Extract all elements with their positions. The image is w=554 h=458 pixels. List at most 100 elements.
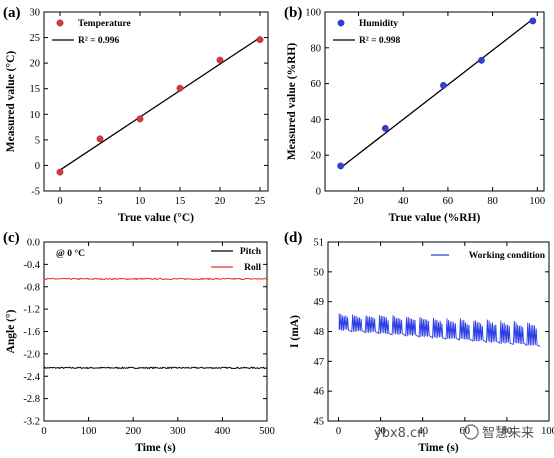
x-axis-label: Time (s) (418, 442, 459, 454)
data-point (381, 124, 389, 132)
watermark-logo-icon (463, 424, 479, 440)
x-tick-label: 200 (125, 426, 141, 437)
x-tick-label: 80 (487, 196, 498, 207)
x-tick-label: 40 (398, 196, 409, 207)
panel-letter: (d) (284, 230, 302, 246)
y-tick-label: -0.4 (23, 260, 40, 271)
y-tick-label: 40 (311, 115, 322, 126)
y-tick-label: 46 (314, 387, 325, 398)
y-tick-label: 5 (35, 135, 40, 146)
watermark-brand: 智慧未来 (482, 425, 534, 441)
legend-marker (56, 19, 64, 27)
y-tick-label: -0.8 (23, 282, 40, 293)
x-tick-label: 100 (81, 426, 97, 437)
y-tick-label: -5 (31, 187, 40, 198)
x-tick-label: 0 (57, 196, 62, 207)
y-axis-label: I (mA) (289, 315, 301, 348)
panel-a-temperature-chart: (a) 0 5 10 15 20 25 -5 0 5 10 15 20 25 30 True value (°… (3, 5, 269, 224)
temperature-annotation: @ 0 °C (56, 248, 85, 259)
x-tick-label: 100 (541, 426, 554, 437)
y-tick-label: 50 (314, 267, 325, 278)
panel-letter: (b) (284, 5, 302, 21)
x-tick-label: 100 (529, 196, 545, 207)
series-line-working-condition (338, 313, 541, 347)
x-tick-label: 400 (215, 426, 231, 437)
y-tick-label: -1.2 (23, 305, 40, 316)
y-tick-label: 10 (30, 110, 41, 121)
plot-frame (43, 11, 269, 192)
watermark-site: ybx8.cn (374, 426, 425, 441)
series-line-roll (43, 277, 268, 281)
legend-label: Humidity (359, 19, 398, 29)
x-axis-label: True value (%RH) (389, 212, 481, 224)
y-tick-label: -2.4 (23, 372, 40, 383)
fit-line (59, 37, 261, 171)
series-line-pitch (43, 366, 268, 370)
y-tick-label: 51 (314, 238, 325, 249)
x-tick-label: 5 (97, 196, 102, 207)
x-tick-label: 60 (443, 196, 454, 207)
data-point (96, 135, 104, 143)
x-tick-label: 500 (259, 426, 275, 437)
panel-letter: (a) (3, 5, 21, 21)
data-point (136, 115, 144, 123)
x-tick-label: 20 (353, 196, 364, 207)
y-tick-label: 25 (30, 33, 41, 44)
y-tick-label: 15 (30, 84, 41, 95)
data-point (529, 17, 537, 25)
plot-frame (43, 241, 268, 422)
y-tick-label: 80 (311, 43, 322, 54)
x-tick-label: 300 (170, 426, 186, 437)
x-tick-label: 20 (375, 426, 386, 437)
x-tick-label: 10 (135, 196, 146, 207)
y-tick-label: 0 (316, 187, 321, 198)
legend-marker (337, 19, 345, 27)
y-axis-label: Angle (°) (5, 309, 17, 353)
data-point (56, 168, 64, 176)
data-point (478, 56, 485, 64)
x-axis-label: True value (°C) (118, 212, 194, 224)
y-tick-label: -2.0 (23, 349, 40, 360)
y-tick-label: 45 (314, 417, 325, 428)
x-axis-label: Time (s) (135, 442, 176, 454)
legend-label: Pitch (240, 247, 262, 257)
y-tick-label: -3.2 (23, 417, 40, 428)
y-tick-label: 100 (305, 8, 321, 19)
fit-line (340, 18, 534, 169)
legend-label: Temperature (78, 19, 131, 29)
y-tick-label: 48 (314, 327, 325, 338)
x-tick-label: 80 (502, 426, 513, 437)
y-tick-label: 0.0 (27, 238, 40, 249)
legend-label: R² = 0.998 (359, 36, 400, 46)
y-tick-label: 30 (30, 8, 41, 19)
data-point (440, 81, 447, 89)
y-tick-label: -2.8 (23, 394, 40, 405)
panel-d-current-chart: (d) 0 20 40 60 80 100 45 46 47 48 49 50 51 Time (s) I (… (284, 230, 554, 454)
data-point (176, 84, 184, 92)
watermark: ybx8.cn 智慧未来 (374, 424, 534, 441)
panel-c-angle-chart: (c) 0 100 200 300 400 500 -3.2 -2.8 -2.4 -2.0 -1.6 -… (3, 230, 275, 454)
y-axis-label: Measured value (°C) (5, 51, 17, 153)
x-tick-label: 0 (336, 426, 341, 437)
legend-label: Working condition (469, 251, 546, 261)
x-tick-label: 60 (460, 426, 471, 437)
panel-b-humidity-chart: (b) 20 40 60 80 100 0 20 40 60 80 100 True value (%R… (284, 5, 545, 224)
y-tick-label: -1.6 (23, 327, 40, 338)
panel-letter: (c) (3, 230, 20, 246)
legend-label: Roll (244, 263, 261, 273)
y-tick-label: 20 (30, 59, 41, 70)
data-point (216, 56, 224, 64)
x-tick-label: 40 (417, 426, 428, 437)
x-tick-label: 20 (215, 196, 226, 207)
x-tick-label: 25 (255, 196, 266, 207)
legend-label: R² = 0.996 (78, 36, 119, 46)
y-tick-label: 0 (35, 161, 40, 172)
data-point (256, 36, 264, 44)
plot-frame (324, 11, 545, 192)
y-axis-label: Measured value (%RH) (286, 43, 298, 161)
y-tick-label: 20 (311, 151, 322, 162)
data-point (337, 162, 345, 170)
y-tick-label: 47 (314, 357, 325, 368)
y-tick-label: 49 (314, 297, 325, 308)
